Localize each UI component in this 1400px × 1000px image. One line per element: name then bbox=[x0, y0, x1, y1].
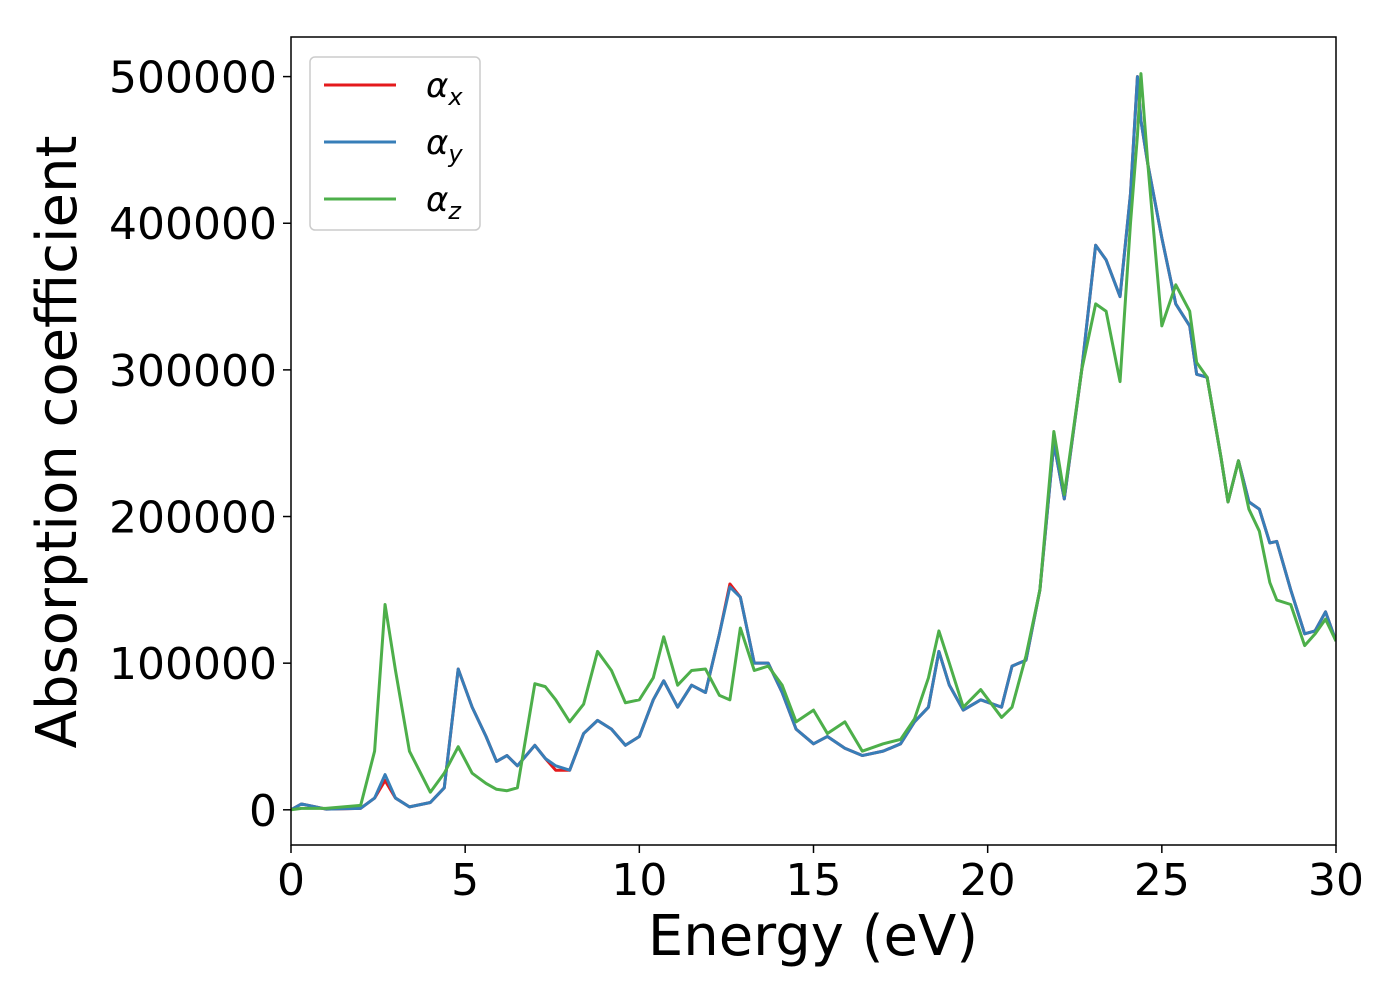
y-tick-label: 0 bbox=[249, 786, 277, 837]
legend-label: αz bbox=[426, 180, 462, 225]
legend-label: αx bbox=[426, 66, 463, 111]
x-tick-label: 10 bbox=[611, 855, 667, 906]
x-tick-label: 30 bbox=[1308, 855, 1364, 906]
x-tick-label: 20 bbox=[960, 855, 1016, 906]
y-tick-label: 200000 bbox=[109, 493, 277, 544]
y-tick-label: 400000 bbox=[109, 199, 277, 250]
series-line bbox=[291, 75, 1336, 812]
series-line bbox=[291, 72, 1336, 812]
x-tick-label: 5 bbox=[451, 855, 479, 906]
y-tick-label: 500000 bbox=[109, 53, 277, 104]
x-tick-label: 15 bbox=[786, 855, 842, 906]
legend-label: αy bbox=[426, 123, 463, 168]
x-tick-label: 0 bbox=[277, 855, 305, 906]
x-tick-label: 25 bbox=[1134, 855, 1190, 906]
x-axis-label: Energy (eV) bbox=[648, 904, 978, 969]
y-tick-label: 100000 bbox=[109, 639, 277, 690]
plot-frame bbox=[290, 36, 1337, 846]
y-axis-label: Absorption coefficient bbox=[25, 136, 90, 749]
y-tick-label: 300000 bbox=[109, 346, 277, 397]
